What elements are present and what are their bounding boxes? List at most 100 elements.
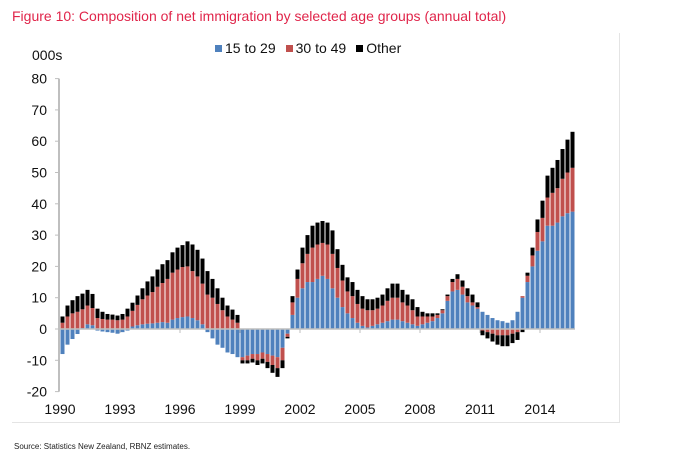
bar-15-to-29-19 [155,322,160,329]
bar-other-95 [535,219,540,232]
bar-30-to-49-70 [410,310,415,325]
bar-other-86 [490,333,495,342]
bar-15-to-29-8 [100,329,105,332]
bar-30-to-49-51 [315,244,320,279]
x-tick-label: 2005 [344,401,375,417]
bar-15-to-29-84 [480,311,485,329]
bar-other-28 [200,258,205,284]
bar-15-to-29-10 [110,329,115,333]
bar-30-to-49-66 [390,297,395,320]
bar-30-to-49-77 [445,296,450,301]
bar-30-to-49-18 [150,292,155,324]
bar-30-to-49-32 [220,310,225,329]
bar-other-7 [95,308,100,319]
bar-15-to-29-44 [280,329,285,348]
bar-other-5 [85,289,90,306]
bar-other-18 [150,276,155,293]
bar-other-10 [110,314,115,320]
bar-15-to-29-92 [520,297,525,329]
bar-15-to-29-62 [370,325,375,329]
bar-30-to-49-83 [475,307,480,309]
bar-15-to-29-48 [300,288,305,329]
bar-30-to-49-91 [515,329,520,333]
bar-30-to-49-8 [100,318,105,329]
bar-other-44 [280,360,285,369]
bar-other-13 [125,308,130,317]
bar-other-38 [250,358,255,363]
bar-15-to-29-81 [465,302,470,329]
y-tick-label: 40 [31,196,47,212]
bar-30-to-49-19 [155,286,160,323]
bar-other-101 [565,139,570,173]
bar-other-34 [230,309,235,320]
bar-other-60 [360,296,365,309]
bar-30-to-49-34 [230,319,235,329]
bar-15-to-29-55 [335,297,340,329]
bar-15-to-29-61 [365,327,370,329]
bar-other-89 [505,335,510,347]
bar-30-to-49-40 [260,352,265,359]
bar-other-88 [500,335,505,347]
bar-30-to-49-54 [330,253,335,289]
bar-15-to-29-39 [255,329,260,355]
bar-15-to-29-6 [90,325,95,329]
bar-other-2 [70,300,75,314]
bar-15-to-29-59 [355,322,360,329]
x-tick-label: 2002 [284,401,315,417]
bar-other-93 [525,272,530,276]
bar-30-to-49-59 [355,303,360,323]
bar-30-to-49-17 [145,295,150,324]
bar-15-to-29-82 [470,305,475,329]
bar-other-55 [335,249,340,268]
bar-15-to-29-24 [180,317,185,329]
bar-other-78 [450,278,455,283]
bar-30-to-49-24 [180,267,185,318]
bar-15-to-29-94 [530,266,535,329]
y-tick-label: 10 [31,290,47,306]
bar-30-to-49-1 [65,316,70,329]
bar-15-to-29-78 [450,291,455,329]
bar-other-58 [350,282,355,297]
bars-layer [60,131,575,377]
bar-30-to-49-82 [470,302,475,306]
bar-15-to-29-32 [220,329,225,348]
y-tick-label: 20 [31,258,47,274]
bar-other-57 [345,277,350,292]
bar-15-to-29-31 [215,329,220,345]
bar-30-to-49-95 [535,231,540,251]
bar-30-to-49-102 [570,167,575,212]
bar-30-to-49-100 [560,178,565,217]
bar-other-87 [495,335,500,345]
bar-other-8 [100,311,105,319]
y-tick-label: -10 [27,352,47,368]
bar-other-73 [425,313,430,317]
bar-15-to-29-23 [175,318,180,329]
bar-15-to-29-9 [105,329,110,333]
bar-15-to-29-30 [210,329,215,339]
bar-other-48 [300,247,305,264]
bar-other-39 [255,360,260,365]
bar-30-to-49-93 [525,275,530,283]
bar-other-97 [545,175,550,198]
bar-other-32 [220,297,225,311]
bar-other-74 [430,313,435,317]
bar-30-to-49-29 [205,294,210,329]
bar-30-to-49-53 [325,244,330,279]
bar-other-45 [285,336,290,339]
bar-other-23 [175,247,180,270]
bar-other-69 [405,294,410,306]
bar-other-33 [225,305,230,317]
bar-other-19 [155,269,160,287]
bar-30-to-49-39 [255,354,260,361]
legend-label-other: Other [366,40,402,56]
bar-30-to-49-27 [195,276,200,321]
bar-15-to-29-69 [405,322,410,329]
bar-other-26 [190,244,195,272]
bar-30-to-49-87 [495,329,500,336]
x-tick-label: 2008 [404,401,435,417]
bar-15-to-29-86 [490,318,495,329]
bar-other-68 [400,289,405,303]
bar-30-to-49-23 [175,269,180,319]
bar-30-to-49-10 [110,319,115,329]
bar-15-to-29-14 [130,326,135,329]
